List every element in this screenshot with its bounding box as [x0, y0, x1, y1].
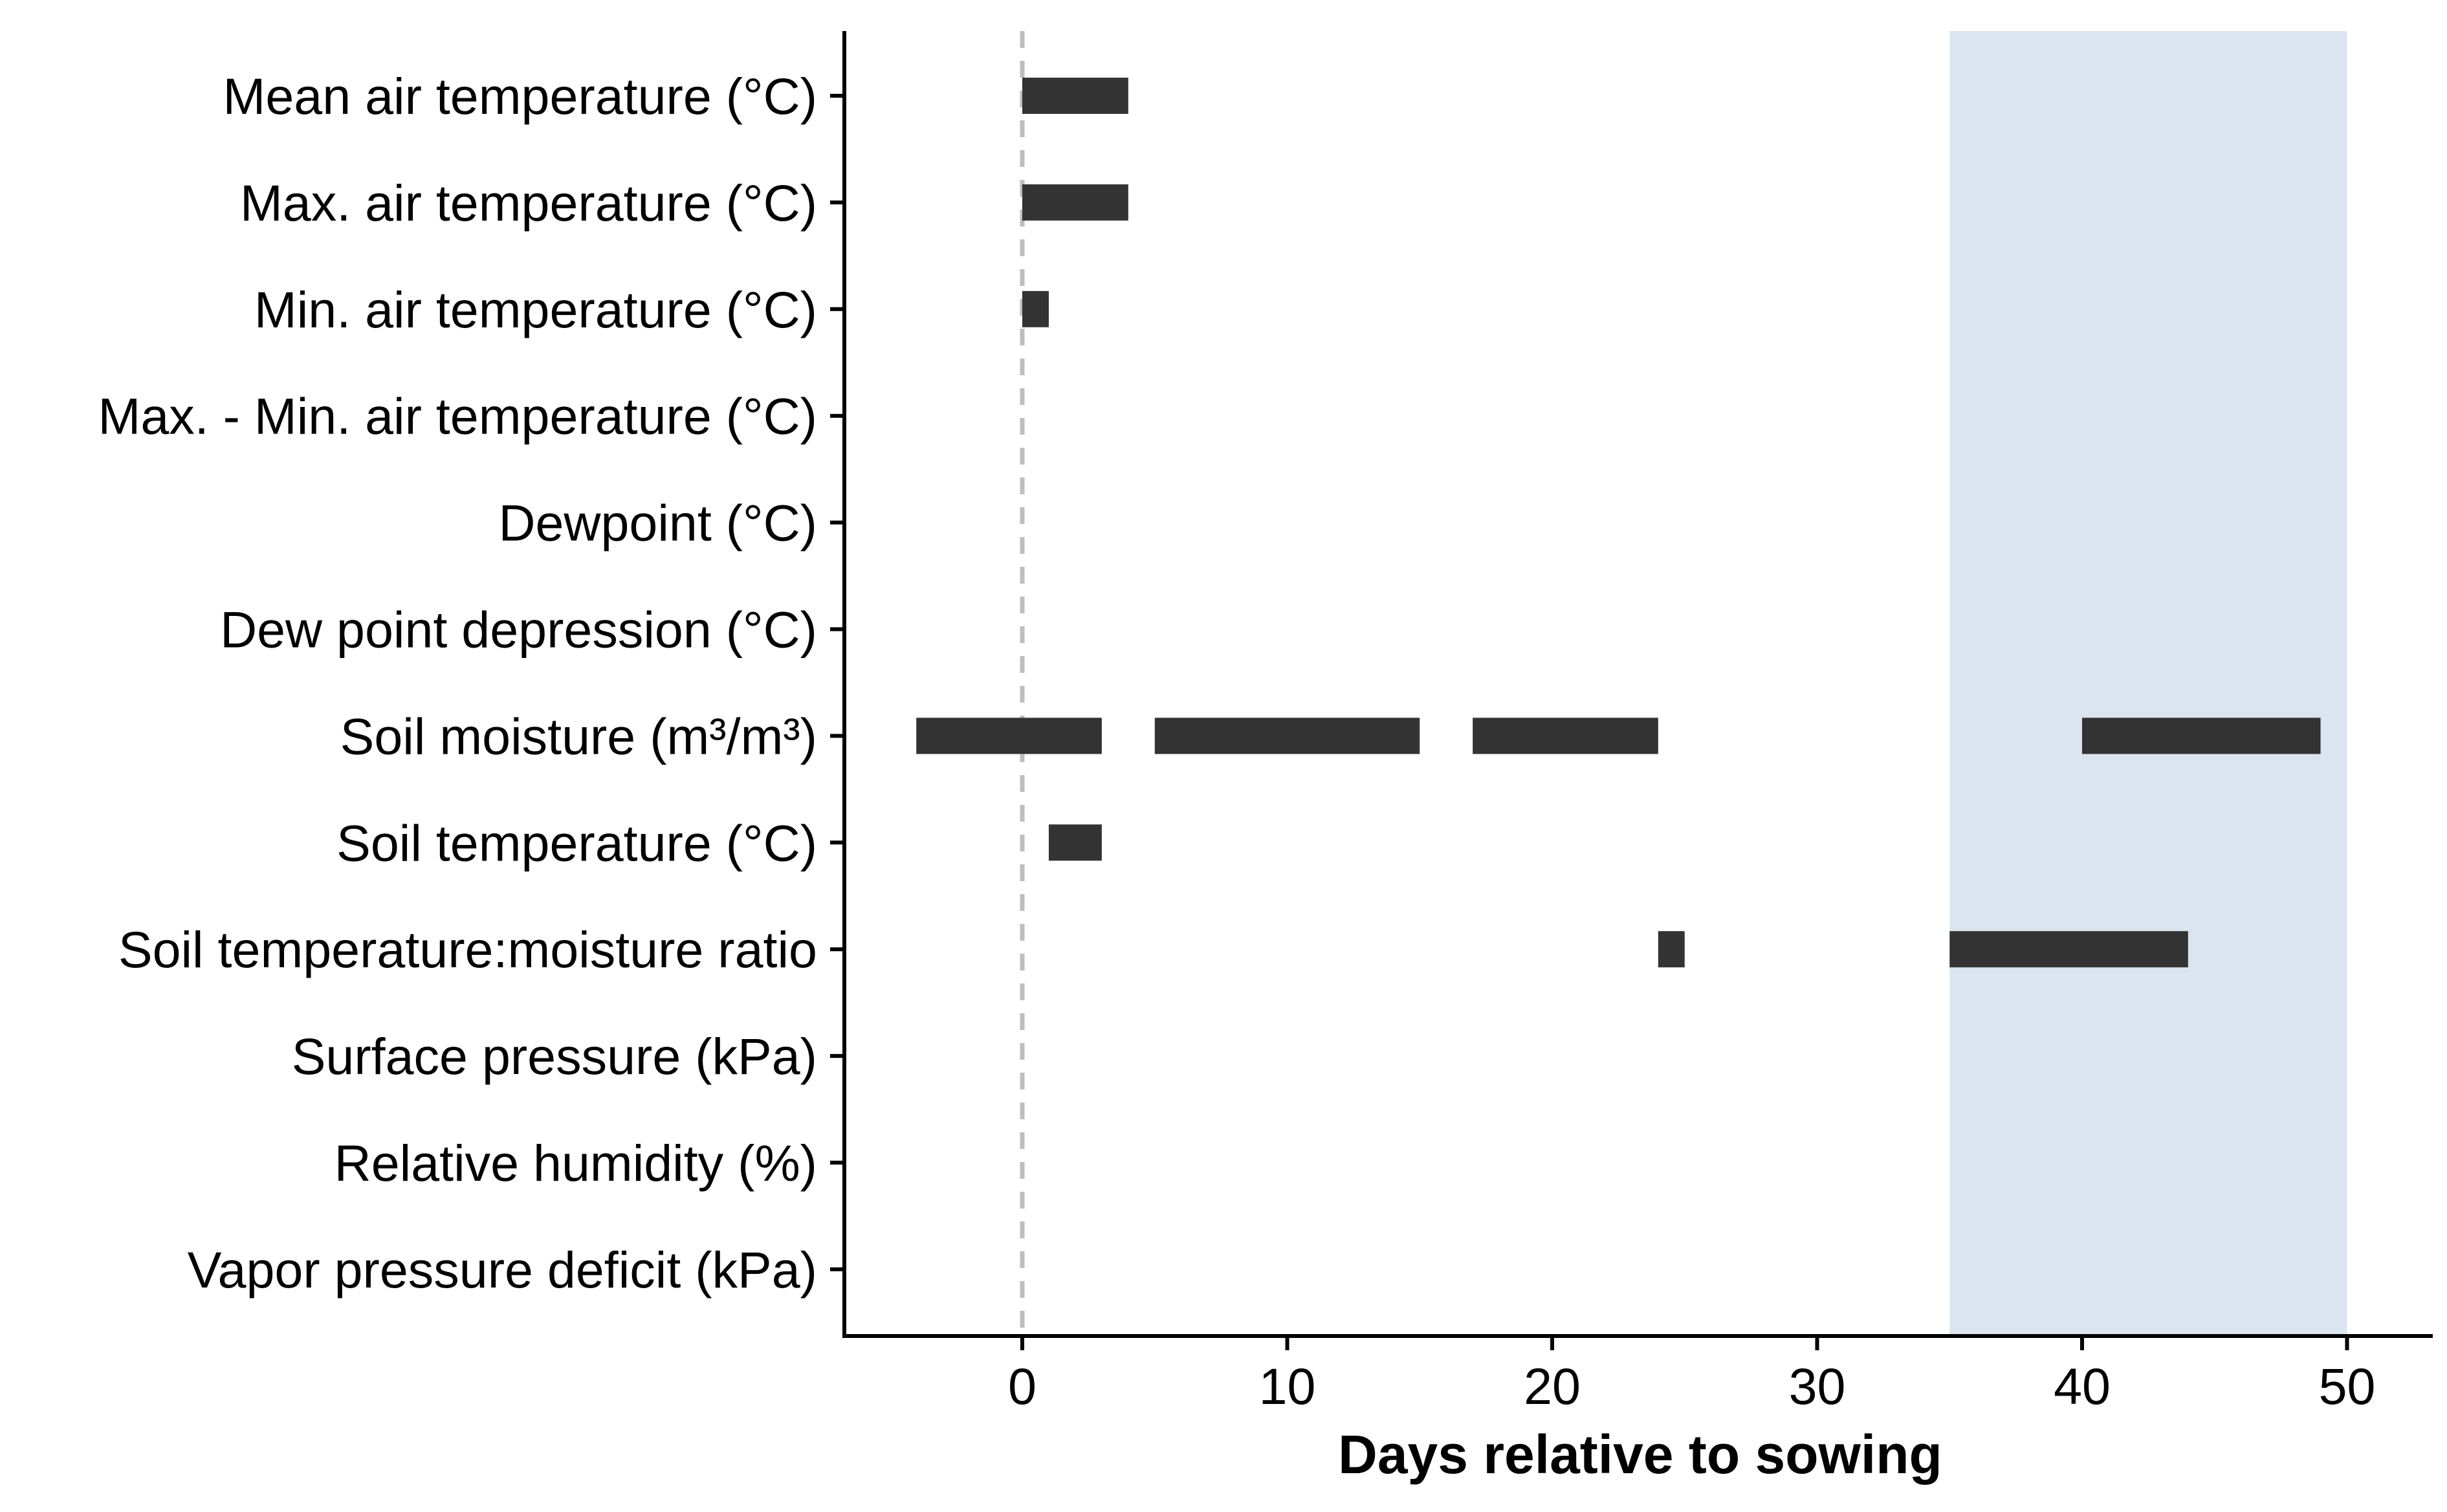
x-tick-label: 10 [1259, 1357, 1316, 1415]
y-tick-label: Min. air temperature (°C) [254, 281, 817, 338]
y-tick-label: Vapor pressure deficit (kPa) [188, 1241, 817, 1298]
range-bar [2082, 718, 2321, 754]
y-tick-label: Mean air temperature (°C) [223, 67, 817, 125]
x-tick-label: 0 [1008, 1357, 1037, 1415]
y-tick-label: Max. - Min. air temperature (°C) [98, 388, 817, 445]
y-tick-label: Soil temperature (°C) [336, 814, 817, 871]
range-bar [1949, 931, 2188, 968]
range-bar [1473, 718, 1658, 754]
range-bar [916, 718, 1102, 754]
range-bar [1022, 290, 1049, 327]
y-tick-label: Soil moisture (m³/m³) [340, 707, 817, 765]
bar-layer [916, 78, 2321, 968]
range-bar [1022, 78, 1128, 114]
x-tick-label: 50 [2319, 1357, 2376, 1415]
y-tick-label: Dew point depression (°C) [220, 601, 817, 659]
range-bar [1022, 184, 1128, 221]
x-axis-title: Days relative to sowing [1338, 1424, 1942, 1485]
y-tick-label: Max. air temperature (°C) [240, 174, 817, 232]
y-tick-label: Relative humidity (%) [335, 1134, 817, 1192]
x-tick-label: 20 [1524, 1357, 1581, 1415]
x-tick-label: 30 [1789, 1357, 1846, 1415]
range-bar [1048, 824, 1102, 861]
y-tick-label: Dewpoint (°C) [498, 494, 817, 552]
range-bar [1658, 931, 1685, 968]
tick-label-layer: Mean air temperature (°C) Max. air temper… [98, 67, 2376, 1415]
range-bar [1154, 718, 1420, 754]
highlight-band-layer [1949, 31, 2347, 1336]
y-tick-label: Soil temperature:moisture ratio [118, 921, 817, 978]
axis-layer [830, 31, 2433, 1350]
highlight-band [1949, 31, 2347, 1336]
x-tick-label: 40 [2054, 1357, 2111, 1415]
y-tick-label: Surface pressure (kPa) [292, 1027, 817, 1085]
